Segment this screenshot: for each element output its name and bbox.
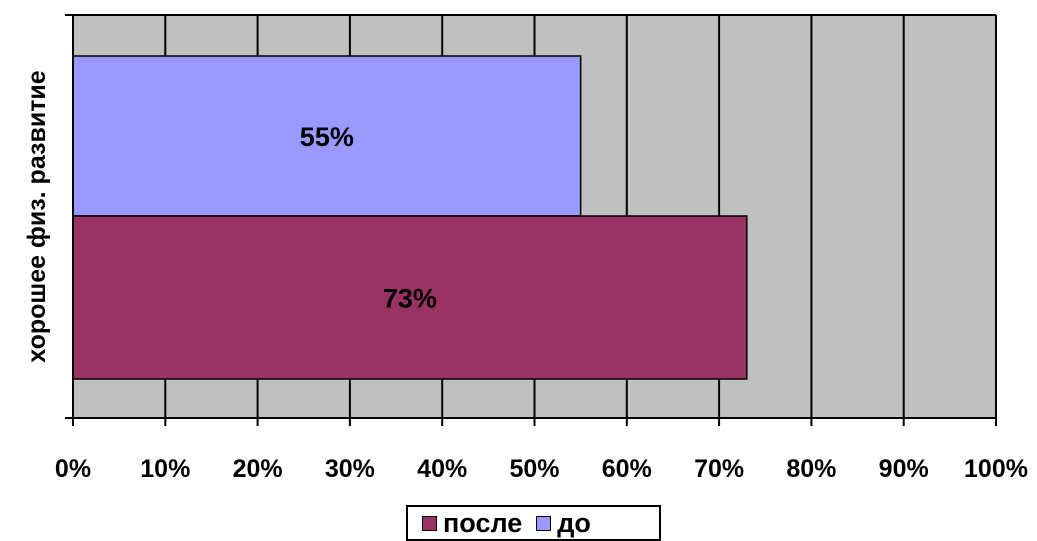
x-tick-label: 50% <box>509 455 559 483</box>
legend: после до <box>406 505 661 541</box>
axes <box>65 14 997 426</box>
x-tick-label: 20% <box>233 455 283 483</box>
data-label-after: 73% <box>383 284 437 314</box>
y-axis-title: хорошее физ. развитие <box>23 70 51 363</box>
bars: 55% 73% <box>72 55 748 380</box>
x-tick-label: 30% <box>325 455 375 483</box>
x-tick-label: 10% <box>140 455 190 483</box>
x-tick-label: 100% <box>964 455 1028 483</box>
legend-item-before: до <box>536 507 591 538</box>
x-tick-labels: 0% 10% 20% 30% 40% 50% 60% 70% 80% 90% 100% <box>55 455 1028 483</box>
legend-swatch-before <box>536 515 552 531</box>
x-tick-label: 0% <box>55 455 91 483</box>
legend-label-before: до <box>557 507 591 538</box>
x-tick-label: 90% <box>879 455 929 483</box>
x-tick-label: 60% <box>602 455 652 483</box>
legend-label-after: после <box>443 507 523 538</box>
legend-item-after: после <box>422 507 523 538</box>
legend-swatch-after <box>422 515 437 531</box>
data-label-before: 55% <box>300 122 354 152</box>
x-tick-label: 40% <box>417 455 467 483</box>
x-tick-label: 70% <box>694 455 744 483</box>
bar-before <box>72 55 582 217</box>
x-tick-label: 80% <box>786 455 836 483</box>
